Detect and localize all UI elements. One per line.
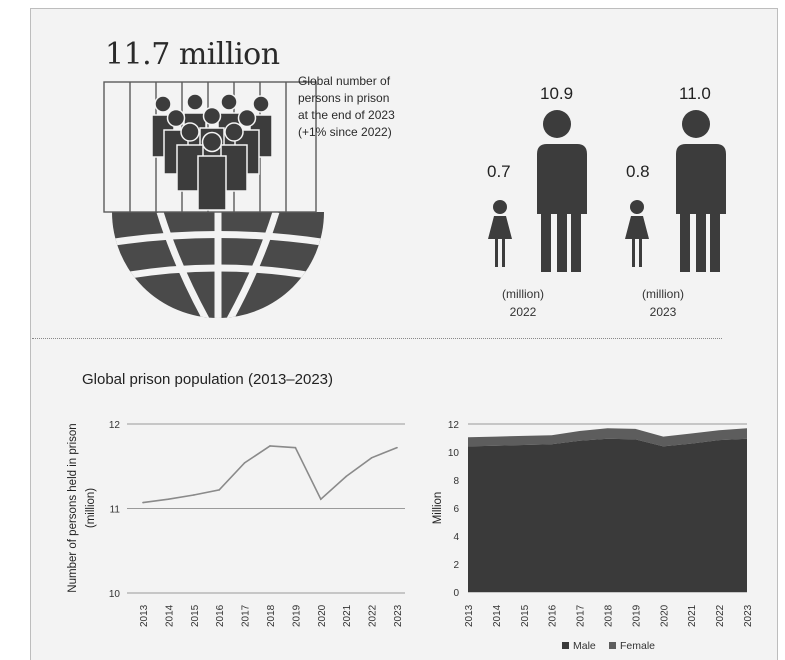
female-person-icon-2023	[625, 200, 649, 267]
x-tick-label: 2020	[659, 604, 670, 627]
female-2023-value: 0.8	[626, 162, 650, 181]
x-tick-label: 2014	[492, 604, 503, 627]
x-tick-label: 2016	[215, 604, 226, 627]
crowd-figures	[151, 93, 273, 211]
total-prisoners-value: 11.7 million	[105, 37, 280, 72]
y-tick-label: 6	[453, 504, 459, 515]
x-tick-label: 2022	[715, 604, 726, 627]
legend-swatch-male	[562, 642, 569, 649]
legend-label-male: Male	[573, 640, 596, 652]
x-tick-label: 2021	[342, 604, 353, 627]
female-2022-value: 0.7	[487, 162, 511, 181]
x-tick-label: 2019	[291, 604, 302, 627]
x-tick-label: 2023	[743, 604, 754, 627]
data-point	[167, 498, 170, 501]
y-tick-label: 10	[448, 448, 460, 459]
x-tick-label: 2013	[139, 604, 150, 627]
x-tick-label: 2017	[241, 604, 252, 627]
male-2023-value: 11.0	[679, 84, 711, 103]
area-male	[468, 438, 747, 592]
data-point	[294, 446, 297, 449]
y-tick-label: 0	[453, 588, 459, 599]
y-tick-label: 4	[453, 532, 459, 543]
y-tick-label: 12	[448, 420, 460, 431]
x-tick-label: 2018	[266, 604, 277, 627]
x-tick-label: 2018	[604, 604, 615, 627]
x-tick-label: 2017	[576, 604, 587, 627]
y-axis-label-unit: (million)	[85, 488, 97, 528]
x-tick-label: 2015	[190, 604, 201, 627]
data-point	[345, 475, 348, 478]
description-line: (+1% since 2022)	[298, 125, 392, 139]
description-line: persons in prison	[298, 91, 390, 105]
x-tick-label: 2015	[520, 604, 531, 627]
year-2022: 2022	[509, 305, 537, 319]
y-tick-label: 10	[109, 589, 121, 600]
data-point	[218, 489, 220, 491]
data-point	[396, 446, 398, 449]
data-point	[269, 445, 271, 447]
globe-icon	[112, 212, 324, 318]
data-point	[370, 457, 373, 459]
section-title: Global prison population (2013–2023)	[82, 371, 334, 388]
data-point	[193, 494, 195, 496]
y-axis-label: Million	[432, 492, 444, 525]
area-female	[468, 428, 747, 447]
y-tick-label: 8	[453, 476, 459, 487]
unit-2023: (million)	[642, 287, 684, 301]
data-point	[142, 501, 144, 504]
y-axis-label: Number of persons held in prison	[67, 423, 79, 592]
male-2022-value: 10.9	[540, 84, 574, 103]
legend-label-female: Female	[620, 640, 655, 652]
male-person-icon-2023	[676, 110, 726, 272]
data-point	[243, 462, 246, 464]
x-tick-label: 2013	[464, 604, 475, 627]
description-line: Global number of	[298, 74, 391, 88]
crowd-behind-bars-icon	[103, 81, 726, 318]
x-tick-label: 2022	[368, 604, 379, 627]
headline-description: Global number of persons in prison at th…	[298, 73, 418, 141]
x-tick-label: 2023	[393, 604, 404, 627]
female-person-icon-2022	[488, 200, 512, 267]
x-tick-label: 2016	[548, 604, 559, 627]
x-tick-label: 2019	[631, 604, 642, 627]
x-tick-label: 2020	[317, 604, 328, 627]
x-tick-label: 2014	[164, 604, 175, 627]
legend-swatch-female	[609, 642, 616, 649]
unit-2022: (million)	[502, 287, 544, 301]
y-tick-label: 11	[110, 505, 121, 516]
y-tick-label: 2	[453, 560, 459, 571]
x-tick-label: 2021	[687, 604, 698, 627]
description-line: at the end of 2023	[298, 108, 395, 122]
year-2023: 2023	[649, 305, 677, 319]
y-tick-label: 12	[109, 420, 121, 431]
section-divider	[32, 338, 722, 339]
male-person-icon-2022	[537, 110, 587, 272]
data-point	[320, 498, 322, 501]
